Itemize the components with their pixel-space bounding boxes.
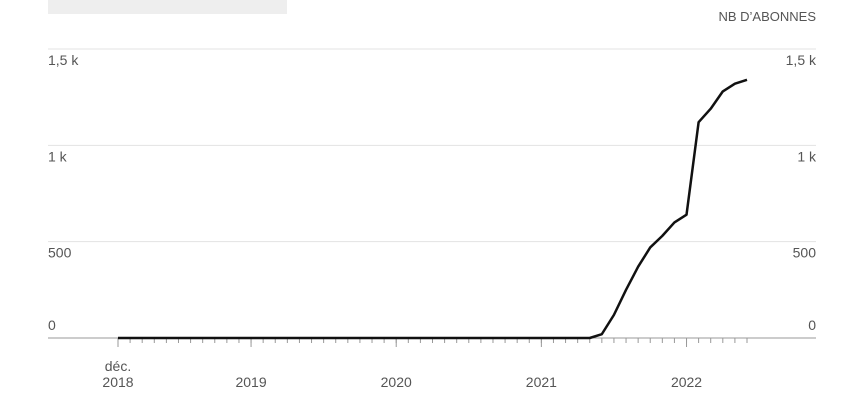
- y2-tick-label: 0: [808, 317, 816, 333]
- header-placeholder: [48, 0, 287, 14]
- y-tick-label: 500: [48, 245, 72, 261]
- y2-tick-label: 1 k: [797, 148, 817, 164]
- x-tick-label: 2021: [525, 374, 557, 390]
- y-tick-label: 1 k: [48, 148, 68, 164]
- x-tick-label: 2022: [670, 374, 703, 390]
- x-tick-label: 2019: [235, 374, 267, 390]
- line: [118, 78, 748, 340]
- x-tick-label: 2020: [380, 374, 412, 390]
- y-tick-label: 1,5 k: [48, 52, 79, 68]
- y-tick-label: 0: [48, 317, 56, 333]
- y2-tick-label: 500: [793, 245, 817, 261]
- y2-axis-label: NB D’ABONNES: [718, 9, 816, 24]
- x-tick-label: déc. 2018: [102, 358, 134, 390]
- y2-tick-label: 1,5 k: [786, 52, 817, 68]
